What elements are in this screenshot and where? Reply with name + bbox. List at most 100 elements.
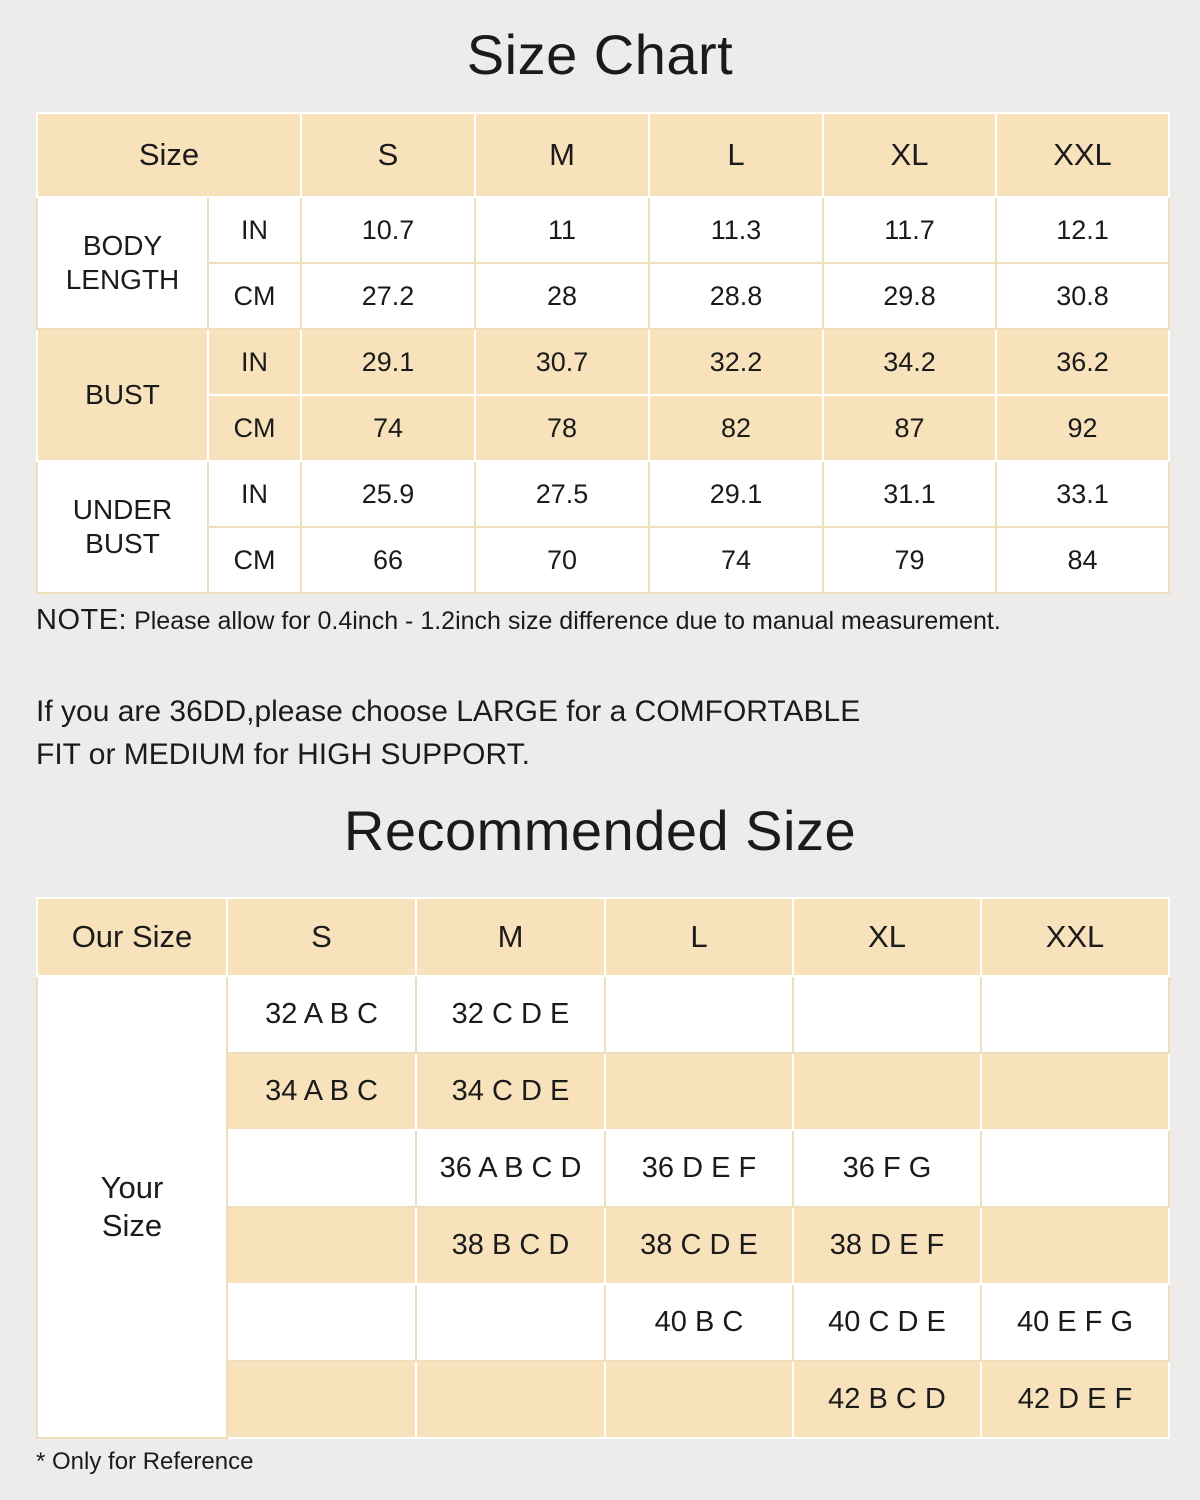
- value-cell: 11: [474, 196, 650, 264]
- bra-size-cell: [226, 1360, 417, 1439]
- bra-size-cell: 42 B C D: [792, 1360, 982, 1439]
- bra-size-cell: 32 C D E: [415, 975, 606, 1054]
- table-row: 40 B C 40 C D E 40 E F G: [37, 1283, 1170, 1362]
- our-size-header: Our Size: [36, 897, 228, 977]
- bra-size-cell: [226, 1129, 417, 1208]
- row-label-line: LENGTH: [65, 264, 180, 295]
- bra-size-cell: 36 F G: [792, 1129, 982, 1208]
- bra-size-cell: 36 D E F: [604, 1129, 794, 1208]
- size-chart-header-row: Size S M L XL XXL: [36, 112, 1170, 198]
- column-header-s: S: [300, 112, 476, 198]
- value-cell: 28: [474, 262, 650, 330]
- bra-size-cell: 42 D E F: [980, 1360, 1170, 1439]
- measurement-note: NOTE: Please allow for 0.4inch - 1.2inch…: [36, 604, 1001, 637]
- bra-size-cell: 40 B C: [604, 1283, 794, 1362]
- value-cell: 34.2: [822, 328, 997, 396]
- column-header-m: M: [474, 112, 650, 198]
- table-row: 42 B C D 42 D E F: [37, 1360, 1170, 1439]
- bra-size-cell: [980, 975, 1170, 1054]
- value-cell: 12.1: [995, 196, 1170, 264]
- table-row: BUST IN 29.1 30.7 32.2 34.2 36.2: [36, 328, 1170, 462]
- table-row: 36 A B C D 36 D E F 36 F G: [37, 1129, 1170, 1208]
- value-cell: 25.9: [300, 460, 476, 528]
- table-row: 38 B C D 38 C D E 38 D E F: [37, 1206, 1170, 1285]
- bra-size-cell: 38 C D E: [604, 1206, 794, 1285]
- page-title: Size Chart: [466, 23, 734, 86]
- value-cell: 70: [474, 526, 650, 594]
- row-label-body-length: BODY LENGTH: [36, 196, 209, 330]
- value-cell: 11.3: [648, 196, 824, 264]
- value-cell: 31.1: [822, 460, 997, 528]
- row-label-your-size: Your Size: [36, 975, 228, 1439]
- value-cell: 29.1: [300, 328, 476, 396]
- value-cell: 33.1: [995, 460, 1170, 528]
- row-label-line: Your: [100, 1170, 164, 1205]
- column-header-s: S: [226, 897, 417, 977]
- value-cell: 36.2: [995, 328, 1170, 396]
- column-header-xxl: XXL: [980, 897, 1170, 977]
- column-header-xl: XL: [822, 112, 997, 198]
- bra-size-cell: [792, 1052, 982, 1131]
- value-cell: 74: [648, 526, 824, 594]
- row-label-line: BUST: [85, 379, 160, 410]
- bra-size-cell: [415, 1283, 606, 1362]
- bra-size-cell: [980, 1206, 1170, 1285]
- row-label-under-bust: UNDER BUST: [36, 460, 209, 594]
- unit-cell: IN: [207, 196, 302, 264]
- table-row: CM 27.2 28 28.8 29.8 30.8: [37, 262, 1170, 330]
- column-header-xxl: XXL: [995, 112, 1170, 198]
- value-cell: 10.7: [300, 196, 476, 264]
- value-cell: 30.7: [474, 328, 650, 396]
- recommended-size-title: Recommended Size: [343, 799, 857, 862]
- bra-size-cell: 36 A B C D: [415, 1129, 606, 1208]
- size-corner-header: Size: [36, 112, 302, 198]
- value-cell: 84: [995, 526, 1170, 594]
- bra-size-cell: [792, 975, 982, 1054]
- column-header-l: L: [604, 897, 794, 977]
- bra-size-cell: [226, 1283, 417, 1362]
- bra-size-cell: [980, 1129, 1170, 1208]
- fit-tip-line: If you are 36DD,please choose LARGE for …: [36, 695, 861, 728]
- bra-size-cell: 32 A B C: [226, 975, 417, 1054]
- fit-tip: If you are 36DD,please choose LARGE for …: [36, 690, 860, 776]
- unit-cell: CM: [207, 394, 302, 462]
- table-row: CM 66 70 74 79 84: [37, 526, 1170, 594]
- row-label-line: UNDER: [72, 494, 173, 525]
- value-cell: 82: [648, 394, 824, 462]
- value-cell: 78: [474, 394, 650, 462]
- value-cell: 32.2: [648, 328, 824, 396]
- value-cell: 28.8: [648, 262, 824, 330]
- bra-size-cell: [604, 975, 794, 1054]
- bra-size-cell: [980, 1052, 1170, 1131]
- reference-footnote: * Only for Reference: [36, 1448, 254, 1475]
- note-text: Please allow for 0.4inch - 1.2inch size …: [134, 607, 1001, 635]
- bra-size-cell: [226, 1206, 417, 1285]
- bra-size-cell: [604, 1360, 794, 1439]
- value-cell: 29.8: [822, 262, 997, 330]
- value-cell: 74: [300, 394, 476, 462]
- row-label-line: BODY: [82, 230, 163, 261]
- bra-size-cell: [415, 1360, 606, 1439]
- value-cell: 92: [995, 394, 1170, 462]
- value-cell: 66: [300, 526, 476, 594]
- value-cell: 79: [822, 526, 997, 594]
- bra-size-cell: 40 E F G: [980, 1283, 1170, 1362]
- fit-tip-line: FIT or MEDIUM for HIGH SUPPORT.: [36, 738, 530, 771]
- bra-size-cell: 38 B C D: [415, 1206, 606, 1285]
- unit-cell: CM: [207, 262, 302, 330]
- row-label-line: Size: [101, 1208, 163, 1243]
- table-row: Your Size 32 A B C 32 C D E: [36, 975, 1170, 1439]
- value-cell: 11.7: [822, 196, 997, 264]
- bra-size-cell: 34 A B C: [226, 1052, 417, 1131]
- unit-cell: IN: [207, 460, 302, 528]
- value-cell: 87: [822, 394, 997, 462]
- bra-size-cell: 40 C D E: [792, 1283, 982, 1362]
- column-header-xl: XL: [792, 897, 982, 977]
- recommended-header-row: Our Size S M L XL XXL: [36, 897, 1170, 977]
- column-header-l: L: [648, 112, 824, 198]
- table-row: UNDER BUST IN 25.9 27.5 29.1 31.1 33.1: [36, 460, 1170, 594]
- value-cell: 27.2: [300, 262, 476, 330]
- note-label: NOTE:: [36, 604, 128, 636]
- bra-size-cell: [604, 1052, 794, 1131]
- row-label-bust: BUST: [36, 328, 209, 462]
